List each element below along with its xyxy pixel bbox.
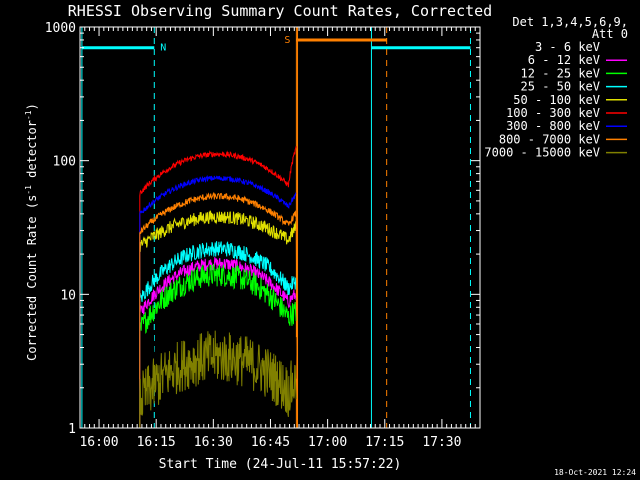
series-layer (139, 27, 299, 429)
legend-label-7: 800 - 7000 keV (499, 132, 600, 146)
y-axis-label-sup2: -1 (24, 110, 33, 120)
legend-label-3: 25 - 50 keV (521, 80, 600, 94)
x-tick-label-0: 16:00 (79, 435, 118, 450)
x-tick-label-6: 17:30 (422, 435, 461, 450)
legend-label-5: 100 - 300 keV (506, 106, 600, 120)
y-axis-label: Corrected Count Rate (s-1 detector-1) (24, 103, 39, 361)
x-tick-label-4: 17:00 (308, 435, 347, 450)
series-line-1 (139, 257, 297, 428)
y-tick-label-1: 10 (60, 288, 76, 303)
y-axis-label-mid: detector (25, 120, 39, 185)
legend-label-4: 50 - 100 keV (513, 93, 600, 107)
x-axis-label: Start Time (24-Jul-11 15:57:22) (159, 457, 402, 472)
series-line-8 (139, 330, 297, 428)
legend-label-8: 7000 - 15000 keV (484, 146, 600, 160)
legend-label-1: 6 - 12 keV (528, 53, 600, 67)
x-tick-label-3: 16:45 (251, 435, 290, 450)
generation-timestamp: 18-Oct-2021 12:24 (554, 468, 636, 477)
night-band-label-0: N (160, 43, 166, 54)
series-line-0 (139, 284, 297, 428)
y-axis: 1 10 100 1000 (45, 21, 480, 437)
event-bands: NS (81, 27, 471, 428)
y-tick-label-0: 1 (68, 422, 76, 437)
legend-label-6: 300 - 800 keV (506, 119, 600, 133)
series-line-5 (139, 146, 297, 428)
y-axis-label-sup1: -1 (24, 185, 33, 195)
series-line-4 (139, 210, 297, 428)
chart-title: RHESSI Observing Summary Count Rates, Co… (68, 2, 492, 20)
y-axis-label-end: ) (25, 103, 39, 110)
legend-label-0: 3 - 6 keV (535, 40, 600, 54)
series-line-6 (139, 174, 297, 428)
series-line-7 (139, 191, 298, 429)
y-tick-label-2: 100 (53, 155, 76, 170)
legend-header-line1: Det 1,3,4,5,6,9, (512, 15, 628, 29)
x-tick-label-1: 16:15 (137, 435, 176, 450)
y-tick-label-3: 1000 (45, 21, 76, 36)
y-axis-label-main: Corrected Count Rate (s (25, 195, 39, 361)
legend-header-line2: Att 0 (592, 27, 628, 41)
x-axis: 16:00 16:15 16:30 16:45 17:00 17:15 17:30 (79, 27, 481, 450)
legend-label-2: 12 - 25 keV (521, 66, 600, 80)
series-line-2 (139, 263, 297, 428)
saa-band-label-2: S (284, 35, 290, 46)
x-tick-label-5: 17:15 (365, 435, 404, 450)
x-tick-label-2: 16:30 (194, 435, 233, 450)
series-line-3 (139, 241, 297, 428)
